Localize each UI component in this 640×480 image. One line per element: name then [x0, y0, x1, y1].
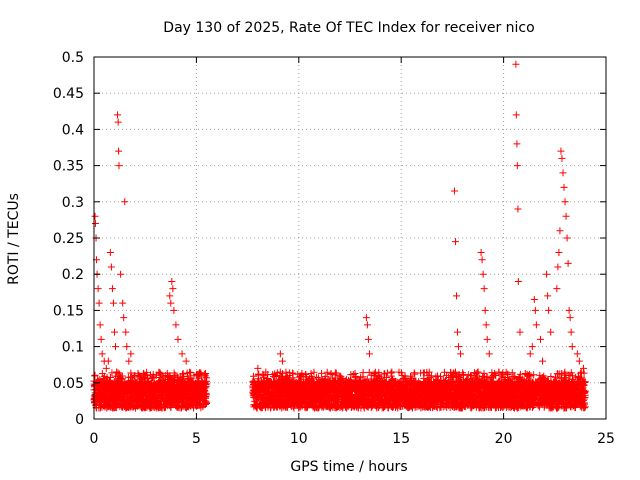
background-point: [149, 373, 157, 381]
grid: [94, 57, 606, 419]
background-point: [318, 369, 326, 377]
background-point: [282, 368, 290, 376]
background-point: [388, 368, 396, 376]
background-point: [155, 368, 163, 376]
background-point: [499, 369, 507, 377]
background-point: [114, 369, 122, 377]
background-point: [289, 370, 297, 378]
background-point: [91, 371, 99, 379]
background-point: [127, 369, 135, 377]
background-point: [108, 369, 116, 377]
data-points: [90, 60, 589, 412]
